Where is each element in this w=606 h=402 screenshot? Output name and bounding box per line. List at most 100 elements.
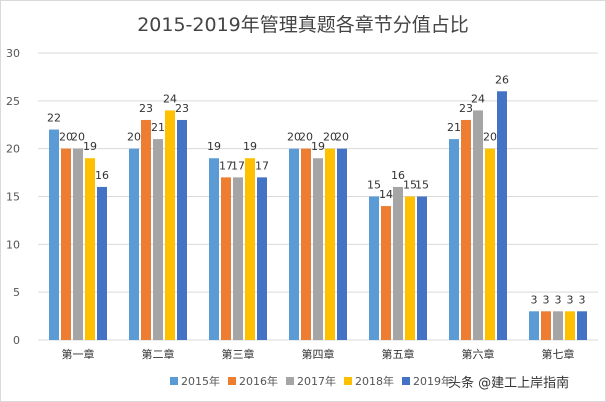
- data-label: 19: [83, 140, 97, 153]
- data-label: 16: [95, 169, 109, 182]
- bar: [485, 148, 495, 340]
- bar: [381, 206, 391, 340]
- data-label: 3: [531, 293, 538, 306]
- bar: [369, 196, 379, 340]
- y-tick-label: 30: [6, 47, 20, 60]
- data-label: 24: [163, 92, 177, 105]
- data-label: 19: [243, 140, 257, 153]
- legend-swatch: [402, 377, 410, 385]
- legend-swatch: [286, 377, 294, 385]
- data-label: 3: [555, 293, 562, 306]
- data-label: 20: [323, 131, 337, 144]
- data-label: 23: [139, 102, 153, 115]
- bar: [61, 148, 71, 340]
- bar: [577, 311, 587, 340]
- y-tick-label: 25: [6, 95, 20, 108]
- bar: [325, 148, 335, 340]
- data-label: 17: [219, 159, 233, 172]
- bar: [497, 91, 507, 341]
- bar: [313, 158, 323, 340]
- bar: [49, 129, 59, 340]
- legend-label: 2015年: [181, 375, 220, 388]
- bar: [553, 311, 563, 340]
- bar: [209, 158, 219, 340]
- bar: [461, 119, 471, 340]
- bar: [529, 311, 539, 340]
- bar: [301, 148, 311, 340]
- y-tick-label: 10: [6, 238, 20, 251]
- data-label: 21: [447, 121, 461, 134]
- legend-swatch: [228, 377, 236, 385]
- data-label: 20: [127, 131, 141, 144]
- y-tick-label: 15: [6, 191, 20, 204]
- legend-item: 2015年: [170, 373, 220, 389]
- y-tick-label: 5: [13, 286, 20, 299]
- bar: [177, 119, 187, 340]
- bar: [221, 177, 231, 340]
- legend-label: 2018年: [355, 375, 394, 388]
- legend-label: 2016年: [239, 375, 278, 388]
- data-label: 20: [299, 131, 313, 144]
- legend-item: 2019年: [402, 373, 452, 389]
- legend-item: 2016年: [228, 373, 278, 389]
- data-label: 22: [47, 112, 61, 125]
- y-tick-label: 20: [6, 143, 20, 156]
- bar: [257, 177, 267, 340]
- bar: [85, 158, 95, 340]
- legend-swatch: [344, 377, 352, 385]
- legend-item: 2017年: [286, 373, 336, 389]
- data-label: 26: [495, 73, 509, 86]
- x-category-label: 第二章: [142, 347, 175, 361]
- data-label: 20: [71, 131, 85, 144]
- data-label: 23: [175, 102, 189, 115]
- bar: [233, 177, 243, 340]
- legend-label: 2017年: [297, 375, 336, 388]
- data-label: 19: [311, 140, 325, 153]
- data-label: 20: [59, 131, 73, 144]
- chart-title: 2015-2019年管理真题各章节分值占比: [137, 14, 469, 36]
- x-category-label: 第六章: [462, 347, 495, 361]
- bar: [417, 196, 427, 340]
- bar: [405, 196, 415, 340]
- bar: [73, 148, 83, 340]
- data-label: 15: [415, 179, 429, 192]
- data-label: 23: [459, 102, 473, 115]
- bar: [129, 148, 139, 340]
- bar: [449, 139, 459, 340]
- bar: [337, 148, 347, 340]
- bar: [289, 148, 299, 340]
- data-label: 3: [579, 293, 586, 306]
- bar: [565, 311, 575, 340]
- x-category-label: 第三章: [222, 347, 255, 361]
- bar: [141, 119, 151, 340]
- bar: [165, 110, 175, 341]
- data-label: 14: [379, 188, 393, 201]
- legend-label: 2019年: [413, 375, 452, 388]
- data-label: 3: [543, 293, 550, 306]
- data-label: 17: [255, 159, 269, 172]
- bar: [97, 186, 107, 340]
- data-label: 3: [567, 293, 574, 306]
- data-label: 15: [367, 179, 381, 192]
- bar: [541, 311, 551, 340]
- watermark-text: 头条 @建工上岸指南: [448, 376, 570, 391]
- bar: [473, 110, 483, 341]
- legend: 2015年 2016年 2017年 2018年 2019年: [170, 373, 452, 389]
- y-tick-label: 0: [13, 334, 20, 347]
- x-category-label: 第五章: [382, 347, 415, 361]
- bar: [153, 139, 163, 340]
- data-label: 24: [471, 92, 485, 105]
- data-label: 21: [151, 121, 165, 134]
- bar: [245, 158, 255, 340]
- data-label: 19: [207, 140, 221, 153]
- data-label: 16: [391, 169, 405, 182]
- legend-swatch: [170, 377, 178, 385]
- data-label: 20: [335, 131, 349, 144]
- x-category-label: 第一章: [62, 347, 95, 361]
- data-label: 20: [287, 131, 301, 144]
- bar: [393, 186, 403, 340]
- x-category-label: 第七章: [542, 347, 575, 361]
- data-label: 20: [483, 131, 497, 144]
- x-category-label: 第四章: [302, 347, 335, 361]
